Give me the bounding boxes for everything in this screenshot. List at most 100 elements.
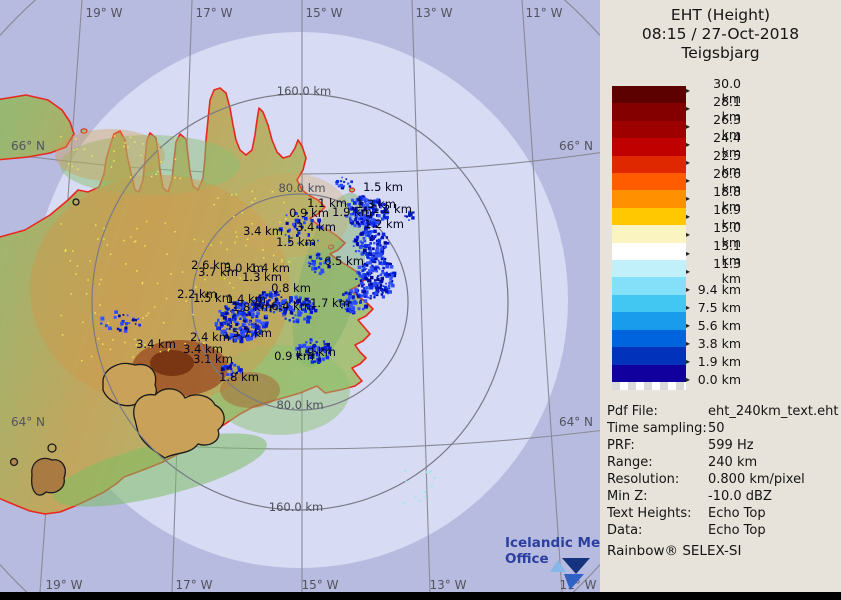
metadata-row: Pdf File: eht_240km_text.eht <box>607 404 841 420</box>
metadata-label: Range: <box>607 455 653 470</box>
echo-height-label: 1.3 km <box>356 197 396 211</box>
radar-site-name: Teigsbjarg <box>681 44 760 62</box>
echo-height-label: 1.9 km <box>296 345 336 359</box>
scale-label: ▸ 1.9 km <box>686 353 742 369</box>
terrain-shading <box>30 129 368 507</box>
longitude-label-bottom: 13° W <box>429 578 467 592</box>
latitude-label: 66° N <box>558 139 594 153</box>
metadata-value: 240 km <box>708 455 758 470</box>
latitude-label: 66° N <box>10 139 46 153</box>
scale-band <box>612 294 686 313</box>
map-svg <box>0 0 600 592</box>
echo-height-label: 1.5 km <box>276 235 316 249</box>
scale-label: ▸ 7.5 km <box>686 299 742 315</box>
range-ring-160km <box>91 93 509 511</box>
range-ring-label: 160.0 km <box>276 84 332 98</box>
scale-band <box>612 312 686 330</box>
scale-label: ▸ 22.5 km <box>686 147 742 178</box>
echo-height-label: 1.5 km <box>363 180 403 194</box>
longitude-label-top: 11° W <box>525 6 563 20</box>
echo-height-label: 3.7 km <box>198 265 238 279</box>
longitude-label-bottom: 15° W <box>301 578 339 592</box>
echo-height-label: 1.2 km <box>372 202 412 216</box>
range-ring-label: 80.0 km <box>278 181 326 195</box>
metadata-value: Echo Top <box>708 523 766 538</box>
scale-label: ▸ 15.0 km <box>686 219 742 250</box>
scale-label: ▸ 24.4 km <box>686 129 742 160</box>
logo-line1: Icelandic Met <box>505 535 600 551</box>
echo-height-label: 1.8 km <box>232 300 272 314</box>
scale-band <box>612 277 686 295</box>
echo-height-label: 3.4 km <box>243 224 283 238</box>
metadata-value: 599 Hz <box>708 438 754 453</box>
islets <box>80 128 356 250</box>
scale-band <box>612 86 686 104</box>
scale-label: ▸ 28.1 km <box>686 93 742 124</box>
scale-band <box>612 347 686 365</box>
scale-band <box>612 329 686 348</box>
glacier-outlines <box>9 198 225 496</box>
scale-label: ▸ 13.1 km <box>686 238 742 269</box>
range-ring-label: 160.0 km <box>268 500 324 514</box>
scale-label: ▸ 18.8 km <box>686 183 742 214</box>
scale-band <box>612 242 686 261</box>
metadata-row: Resolution: 0.800 km/pixel <box>607 472 841 488</box>
range-rings <box>91 93 509 511</box>
scale-label: ▸ 3.8 km <box>686 335 742 351</box>
echo-height-label: 3.1 km <box>193 352 233 366</box>
echo-height-label: 2.2 km <box>177 287 217 301</box>
scale-label: ▸ 9.4 km <box>686 281 742 297</box>
scale-label: ▸ 0.0 km <box>686 371 742 387</box>
range-ring-80km <box>191 193 409 411</box>
metadata-row: PRF: 599 Hz <box>607 438 841 454</box>
bottom-black-bar <box>0 592 841 600</box>
metadata-label: Time sampling: <box>607 421 707 436</box>
echo-height-label: 1.9 km <box>332 205 372 219</box>
metadata-label: PRF: <box>607 438 635 453</box>
scale-band <box>612 173 686 191</box>
metadata-row: Time sampling: 50 <box>607 421 841 437</box>
scale-band <box>612 138 686 156</box>
echo-height-label: 1.7 km <box>310 296 350 310</box>
radar-map-view: 19° W 17° W 15° W 13° W 11° W 19° W 17° W 15° W… <box>0 0 600 592</box>
metadata-label: Data: <box>607 523 643 538</box>
radar-echo-speckles <box>100 176 436 505</box>
echo-height-label: 6.5 km <box>324 254 364 268</box>
longitude-label-top: 13° W <box>415 6 453 20</box>
met-office-logo-icon <box>550 558 590 590</box>
range-ring-label: 80.0 km <box>276 398 324 412</box>
echo-height-label: 2.6 km <box>191 258 231 272</box>
scale-band <box>612 364 686 382</box>
metadata-label: Pdf File: <box>607 404 658 419</box>
echo-height-label: 3.0 km <box>224 261 264 275</box>
metadata-row: Data: Echo Top <box>607 523 841 539</box>
scale-label: ▸ 30.0 km <box>686 75 742 106</box>
echo-height-label: 0.9 km <box>289 206 329 220</box>
longitude-label-top: 15° W <box>305 6 343 20</box>
metadata-row: Min Z: -10.0 dBZ <box>607 489 841 505</box>
echo-height-label: 5.7 km <box>232 326 272 340</box>
echo-height-label: 3.4 km <box>136 337 176 351</box>
scale-band <box>612 190 686 208</box>
longitude-label-bottom: 17° W <box>175 578 213 592</box>
product-name: EHT (Height) <box>670 6 771 24</box>
scale-band <box>612 225 686 243</box>
metadata-row: Text Heights: Echo Top <box>607 506 841 522</box>
met-office-logo-text: Icelandic Met Office <box>505 535 600 567</box>
longitude-label-bottom: 19° W <box>45 578 83 592</box>
metadata-value: 50 <box>708 421 725 436</box>
echo-height-label: 1.4 km <box>250 261 290 275</box>
scale-label: ▸ 5.6 km <box>686 317 742 333</box>
scale-label: ▸ 16.9 km <box>686 201 742 232</box>
scale-band <box>612 120 686 139</box>
scale-label: ▸ 26.3 km <box>686 111 742 142</box>
metadata-value: 0.800 km/pixel <box>708 472 805 487</box>
metadata-label: Resolution: <box>607 472 680 487</box>
echo-height-label: 1.8 km <box>219 370 259 384</box>
echo-height-label: 1.1 km <box>307 196 347 210</box>
metadata-value: eht_240km_text.eht <box>708 404 839 419</box>
longitude-label-top: 17° W <box>195 6 233 20</box>
scale-band <box>612 207 686 226</box>
echo-height-label: 1.3 km <box>242 270 282 284</box>
